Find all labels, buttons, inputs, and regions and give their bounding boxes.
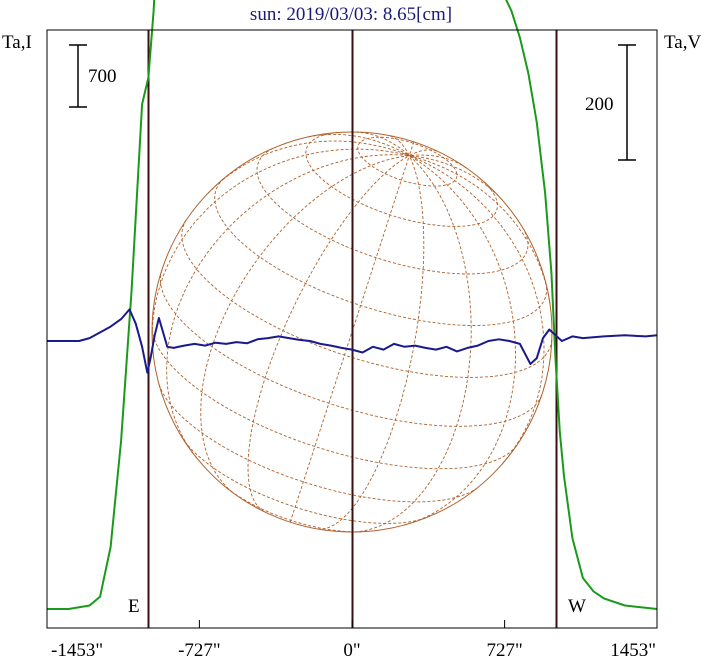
longitude-line [409,155,503,201]
x-tick-label: 727" [486,640,522,661]
latitude-line [181,437,428,524]
scale-bars [69,44,636,161]
longitude-line [409,149,437,157]
latitude-line [256,148,529,275]
longitude-line [408,141,415,156]
chart-title: sun: 2019/03/03: 8.65[cm] [250,4,452,25]
x-tick-label: -727" [178,640,221,661]
x-ticks: -1453" -727" 0" 727" 1453" [46,620,658,661]
latitude-line [181,219,553,378]
left-axis-label: Ta,I [2,32,32,53]
series-I-line [47,0,658,610]
longitude-line [354,155,472,533]
latitude-line [305,132,498,227]
x-tick-label: 1453" [610,640,656,661]
longitude-line [389,135,410,156]
longitude-line [247,155,410,513]
longitude-line [166,154,410,459]
longitude-line [409,155,545,464]
x-tick-label: -1453" [51,640,103,661]
longitude-line [355,131,410,156]
longitude-line [403,155,516,526]
longitude-line [151,148,410,350]
latitude-line [357,136,458,187]
solar-disk-grid [151,131,553,533]
latitude-line [151,329,516,470]
left-scale-label: 700 [88,66,117,87]
longitude-line [289,155,410,523]
right-axis-label: Ta,V [664,32,701,53]
longitude-line [317,155,425,530]
east-limb-label: E [128,596,140,617]
longitude-line [200,155,410,493]
x-tick-label: 0" [343,640,360,661]
latitude-line [158,384,478,503]
longitude-line [308,133,410,156]
west-limb-label: W [568,596,586,617]
series-lines [47,0,658,610]
limb-lines [147,30,558,628]
longitude-line [207,140,410,194]
longitude-line [409,155,551,305]
right-scale-label: 200 [585,94,614,115]
latitude-line [214,178,548,326]
series-V-line [47,308,658,374]
